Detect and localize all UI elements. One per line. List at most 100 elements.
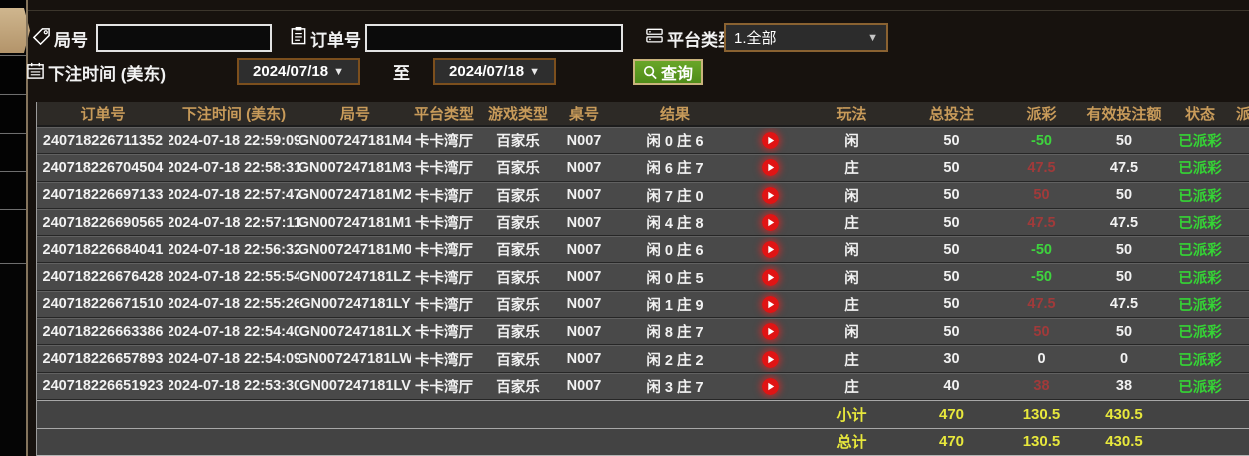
clipped-cell: [1236, 155, 1249, 180]
table-no-cell: N007: [566, 323, 602, 340]
table-row: 240718226690565 2024-07-18 22:57:11 GN00…: [37, 208, 1249, 237]
total-valid-bet: 430.5: [1105, 433, 1143, 451]
game-type-cell: 百家乐: [496, 134, 540, 151]
play-icon[interactable]: [761, 132, 779, 150]
date-from-select[interactable]: 2024/07/18 ▼: [237, 58, 360, 85]
table-header-row: 订单号 下注时间 (美东) 局号 平台类型 游戏类型 桌号 结果 玩法 总投注 …: [37, 102, 1249, 127]
col-header-order: 订单号: [80, 106, 126, 123]
platform-type-value: 1.全部: [734, 30, 777, 47]
payout-cell: -50: [1031, 132, 1052, 149]
table-no-cell: N007: [566, 159, 602, 176]
game-type-cell: 百家乐: [496, 297, 540, 314]
sidebar-item[interactable]: [0, 55, 26, 93]
bet-time-cell: 2024-07-18 22:59:09: [169, 132, 299, 149]
result-cell: 闲 3 庄 7: [646, 379, 704, 396]
valid-bet-cell: 47.5: [1109, 214, 1139, 231]
search-button[interactable]: 查询: [633, 59, 704, 85]
game-type-cell: 百家乐: [496, 352, 540, 369]
col-header-clipped: 派: [1236, 102, 1249, 125]
total-bet-cell: 50: [943, 159, 960, 176]
bet-time-cell: 2024-07-18 22:54:40: [169, 323, 299, 340]
date-to-select[interactable]: 2024/07/18 ▼: [433, 58, 556, 85]
play-icon[interactable]: [761, 214, 779, 232]
round-no-cell: GN007247181LV: [299, 378, 411, 395]
platform-cell: 卡卡湾厅: [415, 161, 473, 178]
clipped-cell: [1236, 210, 1249, 235]
play-icon[interactable]: [761, 377, 779, 395]
clipped-cell: [1236, 292, 1249, 317]
replay-cell: [741, 346, 799, 371]
sidebar-item[interactable]: [0, 171, 26, 209]
col-header-payout: 派彩: [1026, 106, 1057, 123]
clipboard-icon: [291, 26, 306, 45]
result-cell: 闲 0 庄 6: [646, 134, 704, 151]
search-button-label: 查询: [661, 66, 694, 83]
chevron-down-icon: ▼: [333, 65, 344, 78]
status-badge: 已派彩: [1178, 379, 1222, 396]
total-bet-cell: 50: [943, 323, 960, 340]
play-icon[interactable]: [761, 295, 779, 313]
status-badge: 已派彩: [1178, 243, 1222, 260]
bet-time-label: 下注时间 (美东): [48, 65, 167, 84]
play-icon[interactable]: [761, 241, 779, 259]
bet-time-cell: 2024-07-18 22:56:32: [169, 241, 299, 258]
date-to-value: 2024/07/18: [449, 63, 525, 80]
replay-cell: [741, 210, 799, 235]
bet-time-cell: 2024-07-18 22:55:26: [169, 296, 299, 313]
play-type-cell: 庄: [844, 379, 859, 396]
play-icon[interactable]: [761, 350, 779, 368]
sidebar-item[interactable]: [0, 94, 26, 132]
order-no-cell: 240718226697133: [42, 187, 164, 204]
replay-cell: [741, 183, 799, 208]
valid-bet-cell: 50: [1115, 269, 1133, 286]
table-row: 240718226671510 2024-07-18 22:55:26 GN00…: [37, 290, 1249, 319]
status-badge: 已派彩: [1178, 352, 1222, 369]
result-cell: 闲 8 庄 7: [646, 325, 704, 342]
order-no-input[interactable]: [365, 24, 623, 52]
replay-cell: [741, 319, 799, 344]
game-type-cell: 百家乐: [496, 216, 540, 233]
platform-cell: 卡卡湾厅: [415, 134, 473, 151]
calendar-icon: [27, 62, 44, 79]
sidebar-active-tab[interactable]: [0, 8, 30, 53]
total-bet-cell: 50: [943, 132, 960, 149]
clipped-cell: [1236, 128, 1249, 153]
total-total-bet: 470: [938, 433, 965, 451]
col-header-time: 下注时间 (美东): [181, 106, 287, 123]
table-row: 240718226711352 2024-07-18 22:59:09 GN00…: [37, 127, 1249, 155]
table-no-cell: N007: [566, 269, 602, 286]
sidebar-item[interactable]: [0, 209, 26, 264]
valid-bet-cell: 50: [1115, 241, 1133, 258]
play-icon[interactable]: [761, 323, 779, 341]
order-no-label: 订单号: [310, 31, 361, 50]
play-type-cell: 庄: [844, 161, 859, 178]
table-row: 240718226657893 2024-07-18 22:54:09 GN00…: [37, 345, 1249, 373]
round-no-input[interactable]: [96, 24, 272, 52]
play-icon[interactable]: [761, 268, 779, 286]
round-no-cell: GN007247181LZ: [299, 269, 411, 286]
status-badge: 已派彩: [1178, 216, 1222, 233]
table-no-cell: N007: [566, 187, 602, 204]
sidebar-item[interactable]: [0, 133, 26, 171]
payout-cell: 47.5: [1027, 159, 1056, 176]
order-no-cell: 240718226651923: [42, 378, 164, 395]
play-type-cell: 闲: [844, 243, 859, 260]
col-header-replay: [741, 102, 799, 125]
total-bet-cell: 30: [943, 351, 960, 368]
subtotal-row: 小计 470 130.5 430.5: [37, 399, 1249, 428]
game-type-cell: 百家乐: [496, 270, 540, 287]
round-no-cell: GN007247181LY: [299, 296, 411, 313]
table-row: 240718226684041 2024-07-18 22:56:32 GN00…: [37, 236, 1249, 264]
list-icon: [646, 28, 663, 43]
bet-time-cell: 2024-07-18 22:54:09: [169, 351, 299, 368]
col-header-game: 游戏类型: [487, 106, 548, 123]
play-type-cell: 闲: [844, 325, 859, 342]
table-row: 240718226676428 2024-07-18 22:55:54 GN00…: [37, 263, 1249, 291]
play-icon[interactable]: [761, 186, 779, 204]
round-no-cell: GN007247181LX: [299, 323, 411, 340]
platform-type-select[interactable]: 1.全部 ▼: [724, 23, 888, 52]
play-icon[interactable]: [761, 159, 779, 177]
payout-cell: 50: [1033, 187, 1050, 204]
magnifier-icon: [643, 65, 657, 79]
